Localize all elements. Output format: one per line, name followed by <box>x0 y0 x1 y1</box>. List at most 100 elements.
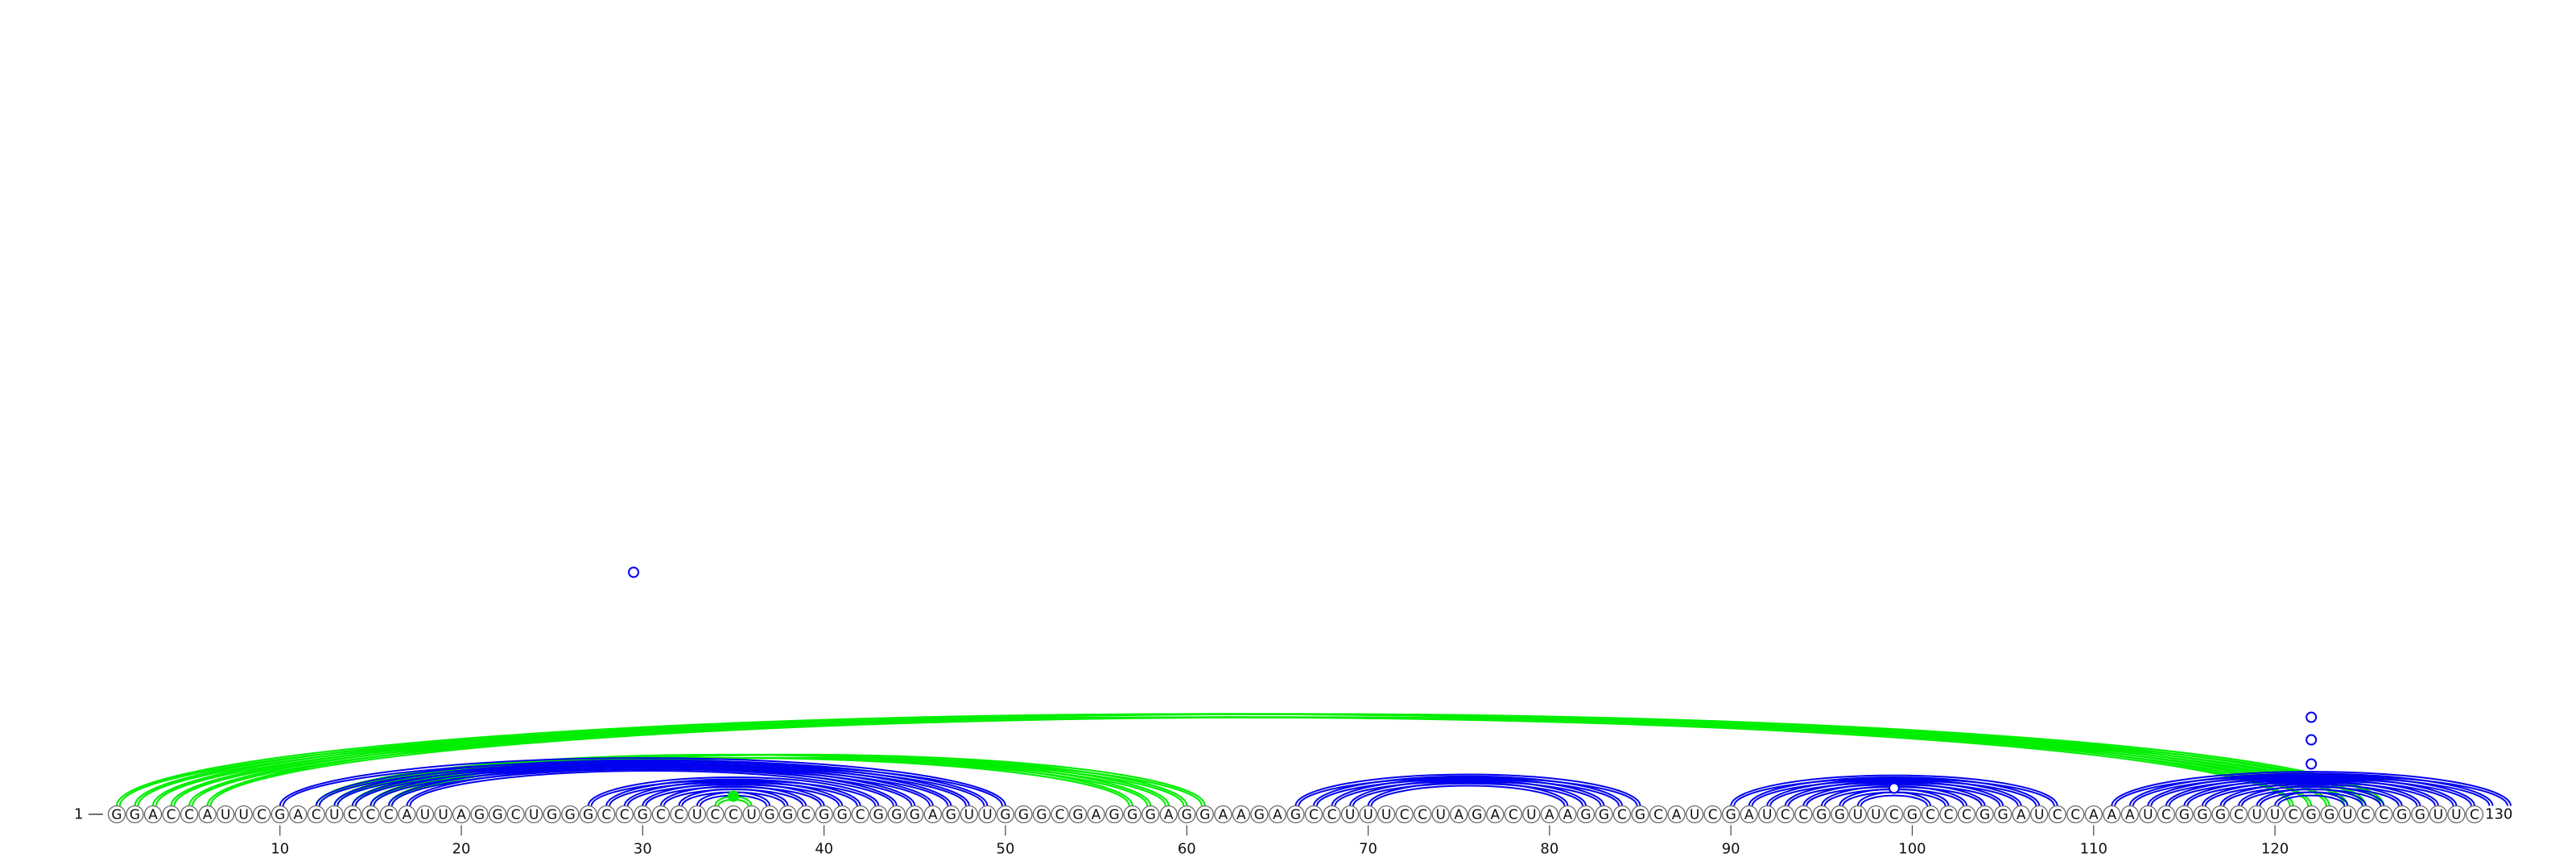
nucleotide-letter: C <box>1509 807 1518 823</box>
sequence-axis: 1 130 <box>74 806 2512 823</box>
nucleotide-circle <box>2411 805 2429 824</box>
nucleotide-letter: C <box>2070 807 2080 823</box>
nucleotide-circle <box>1014 805 1033 824</box>
nucleotide-letter: G <box>1254 807 1265 823</box>
nucleotide-circle <box>2229 805 2248 824</box>
nucleotide-circle <box>706 805 724 824</box>
nucleotide-circle <box>525 805 543 824</box>
pair-arc-b <box>2165 776 2458 806</box>
nucleotide-circle <box>361 805 380 824</box>
nucleotide-letter: C <box>257 807 266 823</box>
nucleotide-letter: G <box>2306 807 2317 823</box>
position-ticks: 10 20 30 40 50 60 70 80 90 100 110 120 <box>270 825 2289 857</box>
nucleotide-letter: G <box>1018 807 1029 823</box>
pair-arc-b-inner <box>2277 794 2346 806</box>
nucleotide-circle <box>1794 805 1813 824</box>
nucleotide-letter: U <box>746 807 756 823</box>
tick-label: 80 <box>1540 841 1558 857</box>
nucleotide-letter: G <box>130 807 140 823</box>
nucleotide-letter: C <box>674 807 683 823</box>
nucleotide-letter: C <box>2234 807 2244 823</box>
nucleotide-letter: C <box>2470 807 2479 823</box>
nucleotide-letter: G <box>583 807 593 823</box>
nucleotide-circle <box>1867 805 1885 824</box>
nucleotide-letter: G <box>638 807 648 823</box>
marker-layer <box>628 566 2318 802</box>
nucleotide-letter: A <box>293 807 303 823</box>
nucleotide-letter: C <box>1708 807 1718 823</box>
nucleotide-letter: A <box>2017 807 2026 823</box>
nucleotide-circle <box>2193 805 2212 824</box>
pair-arc-b <box>1294 773 1641 806</box>
arcs-layer <box>115 713 2512 806</box>
nucleotide-letter: G <box>1472 807 1482 823</box>
pair-arc-b <box>605 778 861 806</box>
pair-arc-b-inner <box>409 769 894 806</box>
nucleotide-circle <box>2465 805 2484 824</box>
pair-arc-a <box>206 713 2385 806</box>
tick-label: 30 <box>634 841 652 857</box>
tick-label: 10 <box>270 841 289 857</box>
nucleotide-circle <box>1540 805 1559 824</box>
nucleotide-circle <box>996 805 1015 824</box>
nucleotide-letter: U <box>2143 807 2153 823</box>
nucleotide-circle <box>1885 805 1904 824</box>
pair-arc-b-inner <box>1315 778 1620 806</box>
nucleotide-circle <box>1558 805 1577 824</box>
nucleotide-letter: C <box>348 807 357 823</box>
nucleotide-circle <box>126 805 144 824</box>
nucleotide-circle <box>687 805 707 824</box>
nucleotide-letter: C <box>312 807 321 823</box>
nucleotide-letter: U <box>2252 807 2261 823</box>
nucleotide-circle <box>815 805 833 824</box>
tick-label: 60 <box>1178 841 1196 857</box>
pair-arc-b <box>2256 788 2367 806</box>
nucleotide-circle <box>1667 805 1686 824</box>
nucleotide-circle <box>1268 805 1287 824</box>
nucleotide-letter: C <box>1309 807 1319 823</box>
nucleotide-letter: A <box>1563 807 1573 823</box>
nucleotide-circle <box>651 805 671 824</box>
nucleotide-letter: A <box>2107 807 2116 823</box>
nucleotide-circle <box>2030 805 2049 824</box>
nucleotide-letter: G <box>1726 807 1736 823</box>
nucleotide-letter: U <box>1435 807 1445 823</box>
nucleotide-circle <box>1758 805 1777 824</box>
nucleotide-letter: G <box>275 807 285 823</box>
nucleotide-letter: G <box>493 807 503 823</box>
nucleotide-letter: U <box>529 807 539 823</box>
nucleotide-letter: A <box>928 807 938 823</box>
pair-arc-b-inner <box>1751 779 2037 806</box>
nucleotide-circle <box>887 805 906 824</box>
nucleotide-letter: U <box>1853 807 1863 823</box>
nucleotide-letter: G <box>782 807 793 823</box>
nucleotide-letter: C <box>1889 807 1899 823</box>
nucleotide-circle <box>1359 805 1377 824</box>
nucleotide-letter: G <box>1109 807 1120 823</box>
nucleotide-letter: A <box>1744 807 1754 823</box>
nucleotide-circle <box>543 805 561 824</box>
pair-arc-b <box>587 776 880 806</box>
pair-arc-a-inner <box>137 716 2310 806</box>
nucleotide-letter: C <box>1055 807 1065 823</box>
nucleotide-letter: G <box>1036 807 1046 823</box>
nucleotide-circle <box>1903 805 1922 824</box>
nucleotide-letter: U <box>238 807 248 823</box>
nucleotide-letter: G <box>764 807 774 823</box>
pair-arc-b <box>279 757 1006 806</box>
nucleotide-letter: A <box>1092 807 1101 823</box>
pair-arc-b <box>1367 781 1569 806</box>
nucleotide-letter: U <box>982 807 992 823</box>
nucleotide-circle <box>923 805 942 824</box>
nucleotide-circle <box>1722 805 1740 824</box>
pair-arc-a-inner <box>155 716 2327 806</box>
nucleotide-circle <box>1685 805 1704 824</box>
nucleotide-letter: G <box>565 807 576 823</box>
nucleotide-circle <box>1141 805 1160 824</box>
nucleotide-letter: U <box>964 807 974 823</box>
nucleotide-letter: C <box>1798 807 1808 823</box>
pair-marker <box>728 790 740 802</box>
nucleotide-circle <box>1993 805 2013 824</box>
pair-marker <box>2306 734 2318 746</box>
